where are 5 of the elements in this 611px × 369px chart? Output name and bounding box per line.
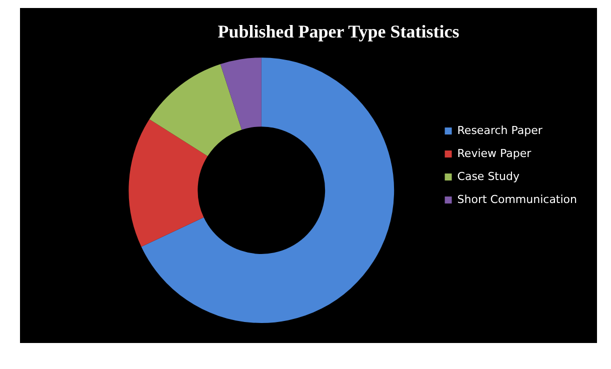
legend-label: Review Paper bbox=[457, 146, 532, 160]
legend-label: Research Paper bbox=[457, 124, 543, 137]
chart-title: Published Paper Type Statistics bbox=[218, 21, 460, 42]
legend-label: Case Study bbox=[457, 170, 520, 183]
legend-label: Short Communication bbox=[457, 192, 578, 206]
